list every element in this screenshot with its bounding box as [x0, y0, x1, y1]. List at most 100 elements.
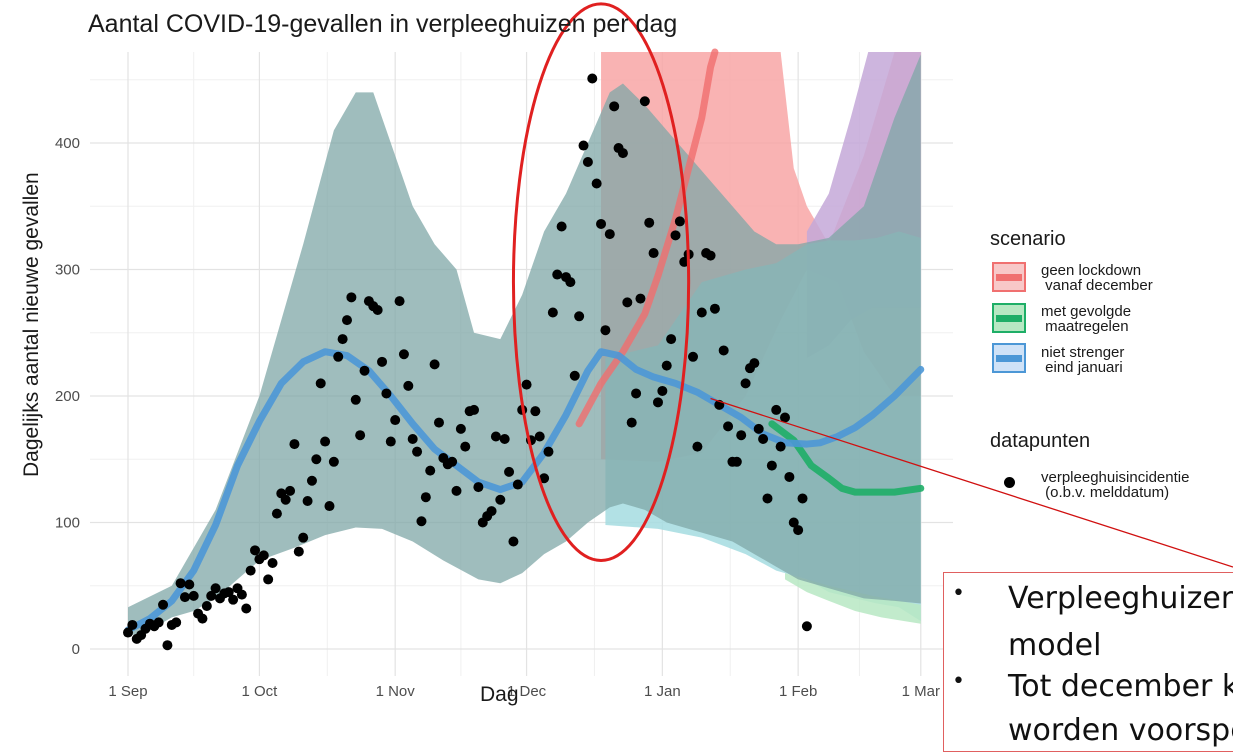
- data-point: [175, 578, 186, 589]
- data-point: [403, 380, 414, 391]
- slide-bullet-text: worden voorspe: [1008, 713, 1233, 748]
- data-point: [381, 388, 392, 399]
- x-tick-label: 1 Sep: [108, 683, 147, 700]
- data-point: [372, 304, 383, 315]
- data-point: [398, 349, 409, 360]
- data-point: [709, 303, 720, 314]
- data-point: [267, 557, 278, 568]
- y-tick-label: 0: [72, 641, 80, 658]
- data-point: [455, 423, 466, 434]
- data-point: [552, 269, 563, 280]
- data-point: [495, 494, 506, 505]
- data-point: [447, 456, 458, 467]
- legend-key-geen-lockdown: [992, 262, 1026, 292]
- line-geen-lockdown-vanaf-december: [575, 48, 719, 428]
- data-point: [718, 345, 729, 356]
- x-tick-label: 1 Oct: [241, 683, 278, 700]
- data-point: [609, 101, 620, 112]
- legend-label-niet-strenger: niet strenger eind januari: [1041, 344, 1125, 376]
- data-point: [753, 423, 764, 434]
- scenario-ribbons: [128, 52, 921, 637]
- data-point: [543, 446, 554, 457]
- data-point: [206, 590, 217, 601]
- data-point: [293, 546, 304, 557]
- data-point: [766, 460, 777, 471]
- x-tick-label: 1 Nov: [376, 683, 416, 700]
- data-point: [359, 365, 370, 376]
- data-point: [622, 297, 633, 308]
- data-point: [333, 351, 344, 362]
- data-point: [469, 404, 480, 415]
- legend-key-niet-strenger: [992, 343, 1026, 373]
- slide-bullet-text: Verpleeghuizen: [1008, 581, 1233, 616]
- slide-bullet-1-cont: model: [960, 628, 1101, 663]
- slide-excerpt: • Verpleeghuizen model • Tot december k wo…: [943, 572, 1233, 752]
- data-point: [679, 256, 690, 267]
- y-tick-label: 400: [55, 135, 80, 152]
- data-point: [793, 525, 804, 536]
- axis-ticks: 1 Sep 1 Oct 1 Nov 1 Dec 1 Jan 1 Feb 1 Mar 0 100 2…: [55, 135, 940, 700]
- data-point: [188, 590, 199, 601]
- data-point: [626, 417, 637, 428]
- data-point: [210, 583, 221, 594]
- data-point: [171, 617, 182, 628]
- data-point: [271, 508, 282, 519]
- slide-bullet-text: Tot december k: [1008, 669, 1233, 704]
- slide-bullet-text: model: [1008, 628, 1102, 663]
- data-point: [508, 536, 519, 547]
- slide-bullet-2: • Tot december k: [952, 669, 1233, 704]
- data-point: [320, 436, 331, 447]
- legend-key-line: [996, 355, 1022, 362]
- data-point: [280, 494, 291, 505]
- data-point: [591, 178, 602, 189]
- data-point: [460, 441, 471, 452]
- data-point: [324, 501, 335, 512]
- x-tick-label: 1 Dec: [507, 683, 547, 700]
- data-point: [530, 406, 541, 417]
- data-point: [565, 277, 576, 288]
- data-points: [123, 73, 812, 651]
- data-point: [289, 439, 300, 450]
- data-point: [285, 485, 296, 496]
- legend-key-met-gevolgde: [992, 303, 1026, 333]
- data-point: [600, 325, 611, 336]
- x-tick-label: 1 Feb: [779, 683, 817, 700]
- data-point: [688, 351, 699, 362]
- data-point: [569, 370, 580, 381]
- data-point: [153, 617, 164, 628]
- data-point: [648, 248, 659, 259]
- data-point: [582, 156, 593, 167]
- x-axis-label: Dag: [480, 683, 519, 706]
- y-tick-label: 300: [55, 262, 80, 279]
- data-point: [617, 148, 628, 159]
- data-point: [762, 493, 773, 504]
- legend-key-line: [996, 315, 1022, 322]
- data-point: [377, 356, 388, 367]
- data-point: [771, 404, 782, 415]
- data-point: [740, 378, 751, 389]
- bullet-icon: •: [952, 669, 965, 694]
- data-point: [657, 385, 668, 396]
- x-tick-label: 1 Jan: [644, 683, 681, 700]
- data-point: [587, 73, 598, 84]
- data-point: [123, 627, 133, 638]
- data-point: [429, 359, 440, 370]
- legend-label-met-gevolgde: met gevolgde maatregelen: [1041, 303, 1132, 335]
- data-point: [223, 587, 234, 598]
- data-point: [775, 441, 786, 452]
- data-point: [758, 434, 769, 445]
- data-point: [350, 394, 361, 405]
- data-point: [692, 441, 703, 452]
- bullet-icon: •: [952, 581, 965, 606]
- data-point: [666, 334, 677, 345]
- line-met-gevolgde-maatregelen: [768, 420, 925, 496]
- data-point: [158, 599, 169, 610]
- legend-key-line: [996, 274, 1022, 281]
- data-point: [425, 465, 436, 476]
- data-point: [631, 388, 642, 399]
- y-axis-label: Dagelijks aantal nieuwe gevallen: [20, 172, 43, 477]
- data-point: [604, 229, 615, 240]
- highlight-ellipse: [511, 2, 691, 562]
- data-point: [574, 311, 585, 322]
